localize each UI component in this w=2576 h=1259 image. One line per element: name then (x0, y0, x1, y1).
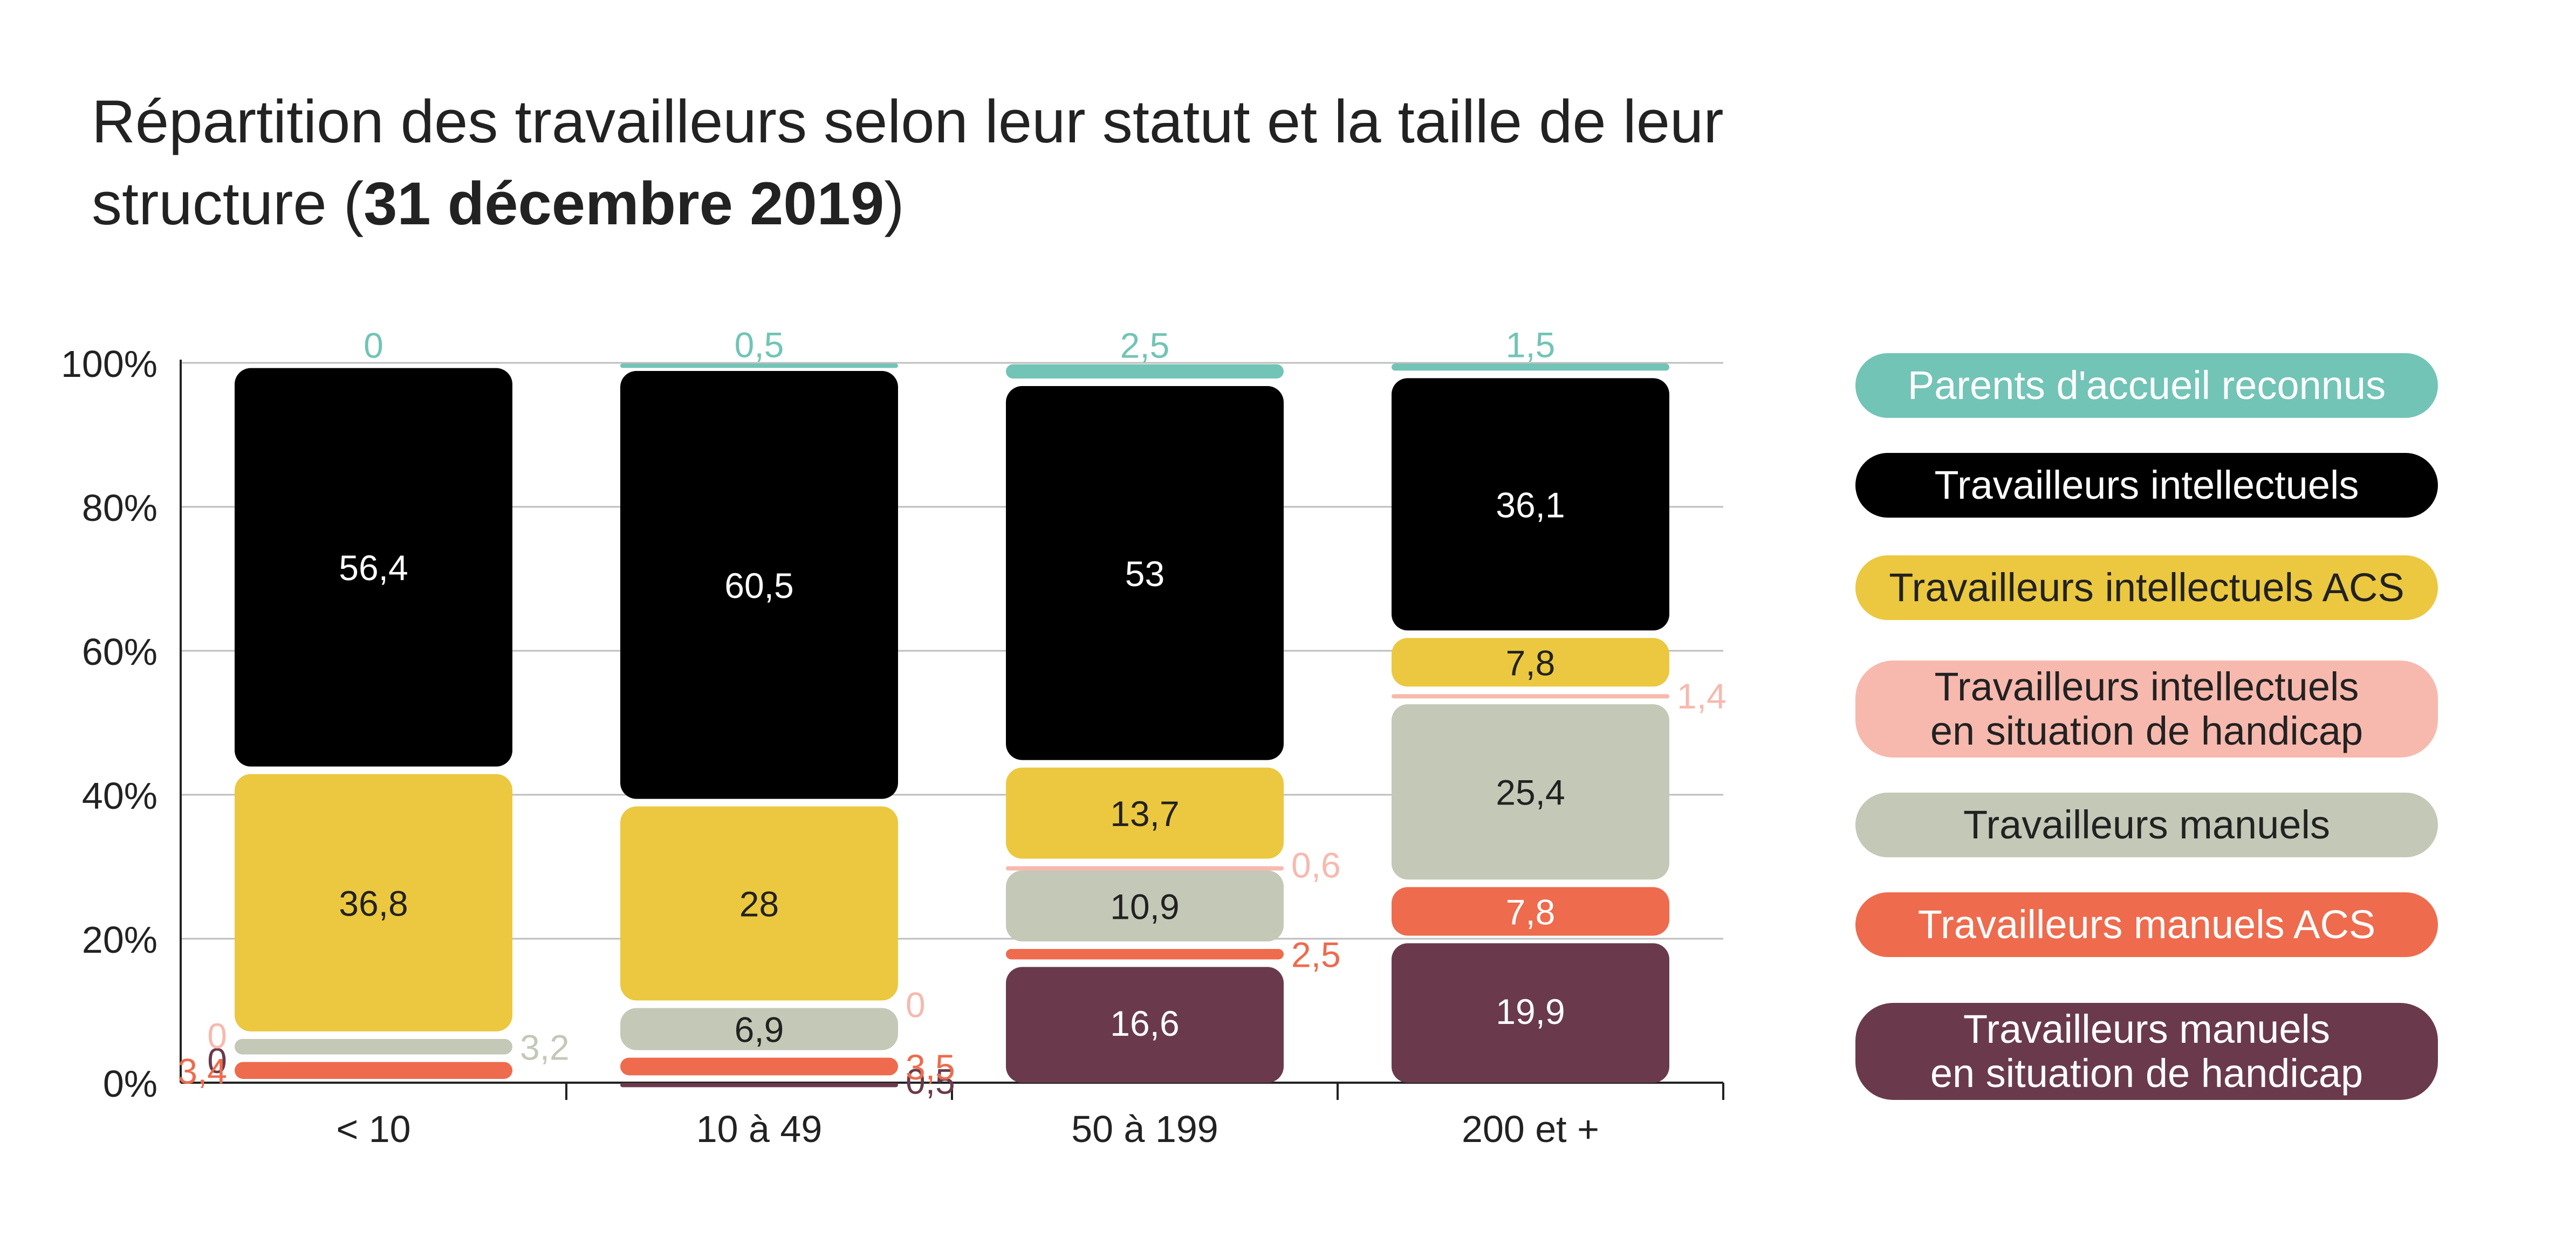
bar-segment (1392, 704, 1669, 880)
y-tick-label: 100% (61, 343, 157, 385)
bar-segment (620, 1008, 898, 1050)
bar-segment (1006, 386, 1284, 760)
bar-segment (1392, 943, 1669, 1083)
bar-segment (1006, 967, 1284, 1083)
legend-item: Travailleurs intellectuels ACS (1855, 555, 2438, 620)
data-label: 6,9 (735, 1010, 784, 1050)
bar-segment (620, 1083, 898, 1088)
data-label: 36,1 (1496, 485, 1565, 525)
data-label: 0 (906, 985, 926, 1024)
data-label: 0,6 (1291, 845, 1341, 885)
data-label: 36,8 (339, 883, 408, 923)
data-label: 1,4 (1677, 676, 1727, 716)
data-label: 7,8 (1506, 892, 1556, 932)
data-label: 0 (364, 326, 383, 366)
bar-segment (620, 371, 898, 799)
data-label: 19,9 (1496, 992, 1565, 1031)
x-tick-label: < 10 (336, 1108, 410, 1150)
data-label: 0 (207, 1041, 227, 1081)
bar-segment (1392, 694, 1669, 699)
bar-segment (235, 1038, 512, 1055)
bar-segment (1006, 949, 1284, 960)
bar-segment (1392, 378, 1669, 631)
bar-segment (620, 1057, 898, 1076)
bar-segment (1392, 638, 1669, 687)
data-label: 3,2 (520, 1027, 570, 1067)
data-label: 0,5 (735, 325, 784, 364)
bar-segment (1006, 866, 1284, 871)
x-tick-label: 50 à 199 (1071, 1108, 1218, 1150)
data-label: 0,5 (906, 1062, 955, 1102)
legend-item: Travailleurs intellectuels (1855, 453, 2438, 518)
bar-segment (620, 363, 898, 368)
y-tick-label: 80% (82, 487, 157, 529)
legend-item: Travailleurs manuels (1855, 793, 2438, 857)
x-tick-label: 200 et + (1462, 1108, 1599, 1150)
legend-item: Travailleurs manuels ACS (1855, 892, 2438, 957)
y-tick-label: 20% (82, 919, 157, 961)
data-label: 7,8 (1506, 643, 1556, 683)
data-label: 53 (1125, 554, 1164, 594)
x-tick-label: 10 à 49 (696, 1108, 823, 1150)
data-label: 1,5 (1506, 325, 1556, 364)
bar-segment (1006, 870, 1284, 942)
bar-segment (235, 368, 512, 767)
data-label: 28 (739, 884, 779, 924)
y-tick-label: 60% (82, 631, 157, 673)
data-label: 2,5 (1120, 326, 1170, 366)
data-label: 2,5 (1291, 935, 1341, 975)
data-label: 3,4 (177, 1051, 227, 1091)
bar-segment (235, 1062, 512, 1079)
bar-segment (1392, 363, 1669, 371)
data-label: 16,6 (1110, 1003, 1179, 1043)
data-label: 3,5 (906, 1047, 955, 1087)
data-label: 25,4 (1496, 773, 1565, 813)
bar-segment (1392, 887, 1669, 936)
bar-segment (620, 806, 898, 1001)
legend-item: Travailleurs intellectuels en situation … (1855, 661, 2438, 758)
data-label: 60,5 (724, 566, 793, 606)
data-label: 0 (207, 1016, 227, 1056)
chart-title: Répartition des travailleurs selon leur … (92, 88, 1724, 237)
data-label: 10,9 (1110, 886, 1179, 926)
bar-segment (1006, 767, 1284, 859)
y-tick-label: 0% (103, 1063, 157, 1105)
y-tick-label: 40% (82, 775, 157, 817)
bar-segment (1006, 364, 1284, 379)
data-label: 13,7 (1110, 794, 1179, 834)
legend-item: Parents d'accueil reconnus (1855, 353, 2438, 418)
data-label: 56,4 (339, 548, 408, 588)
bar-segment (235, 774, 512, 1031)
legend-item: Travailleurs manuels en situation de han… (1855, 1003, 2438, 1100)
